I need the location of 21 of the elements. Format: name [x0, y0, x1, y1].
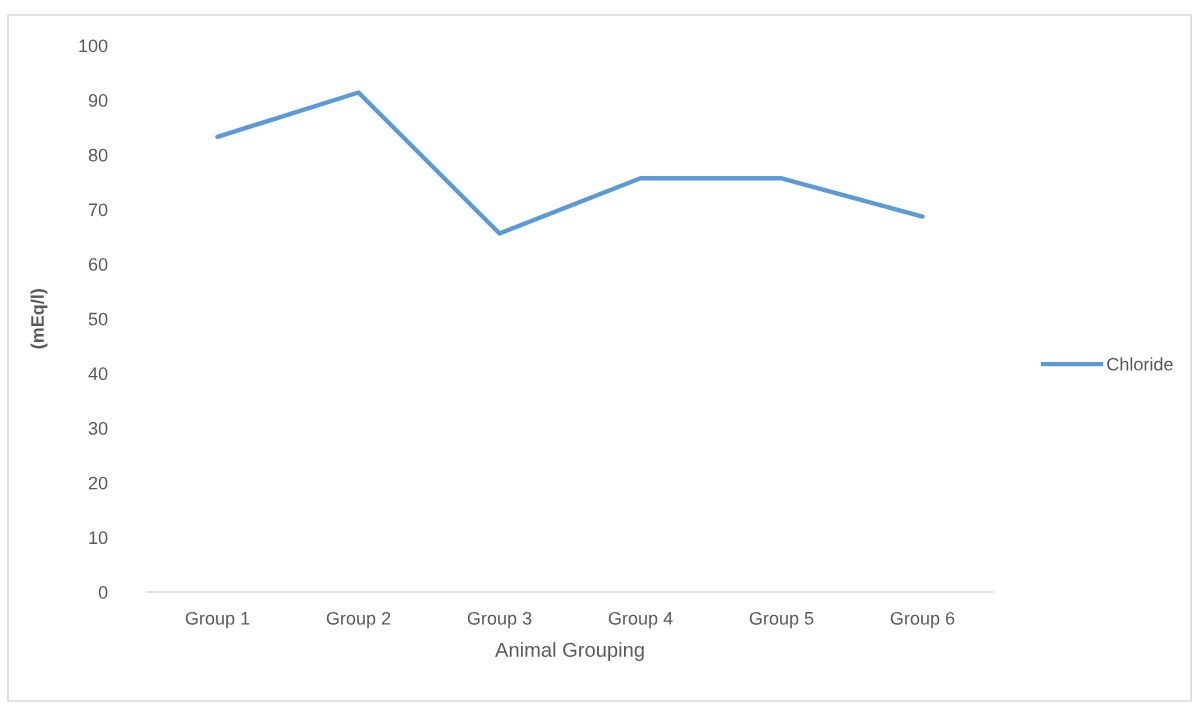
x-tick-label: Group 5 [749, 611, 814, 629]
y-tick-label: 40 [88, 367, 108, 381]
y-axis-title: (mEq/l) [30, 289, 48, 349]
y-tick-label: 0 [98, 585, 108, 599]
x-tick-label: Group 1 [185, 611, 250, 629]
y-tick-label: 100 [79, 39, 108, 53]
y-tick-label: 10 [89, 531, 108, 545]
x-tick-label: Group 3 [467, 611, 532, 629]
y-tick-label: 30 [88, 421, 108, 435]
y-tick-label: 20 [88, 476, 108, 490]
legend-label: Chloride [1107, 357, 1173, 371]
x-tick-label: Group 2 [326, 611, 391, 629]
x-tick-label: Group 6 [890, 611, 955, 629]
y-tick-label: 90 [88, 94, 108, 107]
x-axis-title: Animal Grouping [495, 642, 644, 661]
x-tick-label: Group 4 [608, 611, 673, 629]
y-tick-label: 70 [88, 203, 108, 217]
y-tick-label: 60 [88, 258, 108, 271]
y-tick-label: 80 [88, 148, 108, 162]
line-series [215, 90, 925, 236]
y-tick-label: 50 [88, 312, 108, 326]
